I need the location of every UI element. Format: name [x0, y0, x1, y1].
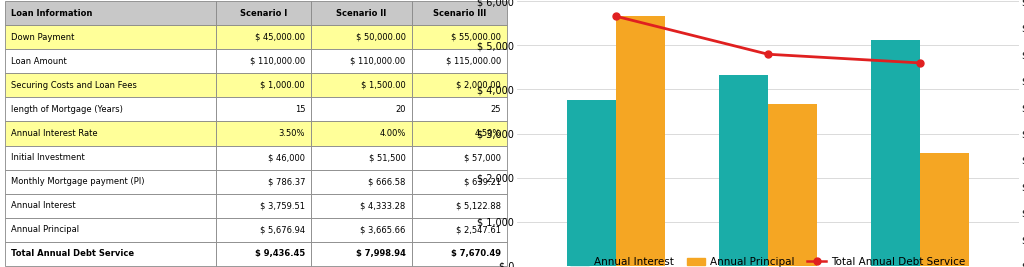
Bar	[567, 100, 615, 266]
Text: $ 115,000.00: $ 115,000.00	[445, 57, 501, 66]
Text: length of Mortgage (Years): length of Mortgage (Years)	[11, 105, 123, 114]
Text: $ 5,676.94: $ 5,676.94	[260, 225, 305, 234]
Bar	[311, 218, 412, 242]
Bar	[5, 49, 216, 73]
Text: Scenario III: Scenario III	[433, 9, 486, 18]
Text: Down Payment: Down Payment	[11, 33, 75, 42]
Text: $ 1,500.00: $ 1,500.00	[360, 81, 406, 90]
Text: Initial Investment: Initial Investment	[11, 153, 85, 162]
Bar	[5, 97, 216, 121]
Text: $ 7,670.49: $ 7,670.49	[451, 249, 501, 258]
Text: $ 110,000.00: $ 110,000.00	[350, 57, 406, 66]
Total Annual Debt Service	[762, 53, 774, 56]
Bar	[5, 242, 216, 266]
Bar	[871, 40, 920, 266]
Text: $ 51,500: $ 51,500	[369, 153, 406, 162]
Bar	[412, 170, 507, 194]
Bar	[768, 104, 816, 266]
Bar	[5, 146, 216, 170]
Text: $ 110,000.00: $ 110,000.00	[250, 57, 305, 66]
Text: $ 3,759.51: $ 3,759.51	[260, 201, 305, 210]
Text: 4.50%: 4.50%	[474, 129, 501, 138]
Text: Scenario II: Scenario II	[336, 9, 387, 18]
Bar	[311, 1, 412, 25]
Text: $ 2,000.00: $ 2,000.00	[457, 81, 501, 90]
Bar	[5, 73, 216, 97]
Text: $ 9,436.45: $ 9,436.45	[255, 249, 305, 258]
Text: 20: 20	[395, 105, 406, 114]
Text: $ 50,000.00: $ 50,000.00	[355, 33, 406, 42]
Total Annual Debt Service	[609, 15, 622, 18]
Text: $ 55,000.00: $ 55,000.00	[451, 33, 501, 42]
Bar	[719, 75, 768, 266]
Text: $ 5,122.88: $ 5,122.88	[456, 201, 501, 210]
Bar	[412, 25, 507, 49]
Bar	[412, 49, 507, 73]
Bar	[5, 1, 216, 25]
Bar	[412, 1, 507, 25]
Text: Loan Information: Loan Information	[11, 9, 92, 18]
Text: $ 1,000.00: $ 1,000.00	[260, 81, 305, 90]
Bar	[216, 121, 311, 146]
Bar	[5, 121, 216, 146]
Bar	[5, 25, 216, 49]
Text: 4.00%: 4.00%	[379, 129, 406, 138]
Bar	[311, 73, 412, 97]
Text: $ 666.58: $ 666.58	[369, 177, 406, 186]
Bar	[216, 73, 311, 97]
Bar	[412, 194, 507, 218]
Bar	[311, 97, 412, 121]
Text: 3.50%: 3.50%	[279, 129, 305, 138]
Bar	[311, 121, 412, 146]
Text: Total Annual Debt Service: Total Annual Debt Service	[11, 249, 134, 258]
Bar	[216, 146, 311, 170]
Bar	[311, 170, 412, 194]
Text: Scenario I: Scenario I	[240, 9, 287, 18]
Text: $ 639.21: $ 639.21	[464, 177, 501, 186]
Bar	[5, 170, 216, 194]
Bar	[412, 97, 507, 121]
Bar	[412, 146, 507, 170]
Bar	[216, 218, 311, 242]
Text: $ 2,547.61: $ 2,547.61	[456, 225, 501, 234]
Text: Annual Principal: Annual Principal	[11, 225, 79, 234]
Text: Loan Amount: Loan Amount	[11, 57, 67, 66]
Bar	[412, 218, 507, 242]
Bar	[920, 154, 969, 266]
Text: $ 786.37: $ 786.37	[267, 177, 305, 186]
Bar	[216, 194, 311, 218]
Bar	[5, 194, 216, 218]
Bar	[216, 242, 311, 266]
Bar	[5, 218, 216, 242]
Text: Annual Interest: Annual Interest	[11, 201, 76, 210]
Text: Monthly Mortgage payment (PI): Monthly Mortgage payment (PI)	[11, 177, 144, 186]
Bar	[216, 170, 311, 194]
Bar	[311, 25, 412, 49]
Text: $ 57,000: $ 57,000	[464, 153, 501, 162]
Bar	[412, 242, 507, 266]
Bar	[412, 73, 507, 97]
Bar	[412, 121, 507, 146]
Bar	[216, 25, 311, 49]
Text: 25: 25	[490, 105, 501, 114]
Bar	[311, 49, 412, 73]
Bar	[615, 15, 665, 266]
Bar	[216, 49, 311, 73]
Bar	[216, 1, 311, 25]
Text: $ 4,333.28: $ 4,333.28	[360, 201, 406, 210]
Text: $ 45,000.00: $ 45,000.00	[255, 33, 305, 42]
Line: Total Annual Debt Service: Total Annual Debt Service	[612, 13, 924, 66]
Bar	[216, 97, 311, 121]
Bar	[311, 194, 412, 218]
Bar	[311, 146, 412, 170]
Text: Annual Interest Rate: Annual Interest Rate	[11, 129, 97, 138]
Bar	[311, 242, 412, 266]
Text: $ 7,998.94: $ 7,998.94	[355, 249, 406, 258]
Text: $ 3,665.66: $ 3,665.66	[360, 225, 406, 234]
Text: 15: 15	[295, 105, 305, 114]
Total Annual Debt Service	[913, 61, 926, 65]
Text: Securing Costs and Loan Fees: Securing Costs and Loan Fees	[11, 81, 137, 90]
Legend: Annual Interest, Annual Principal, Total Annual Debt Service: Annual Interest, Annual Principal, Total…	[566, 253, 970, 267]
Text: $ 46,000: $ 46,000	[268, 153, 305, 162]
